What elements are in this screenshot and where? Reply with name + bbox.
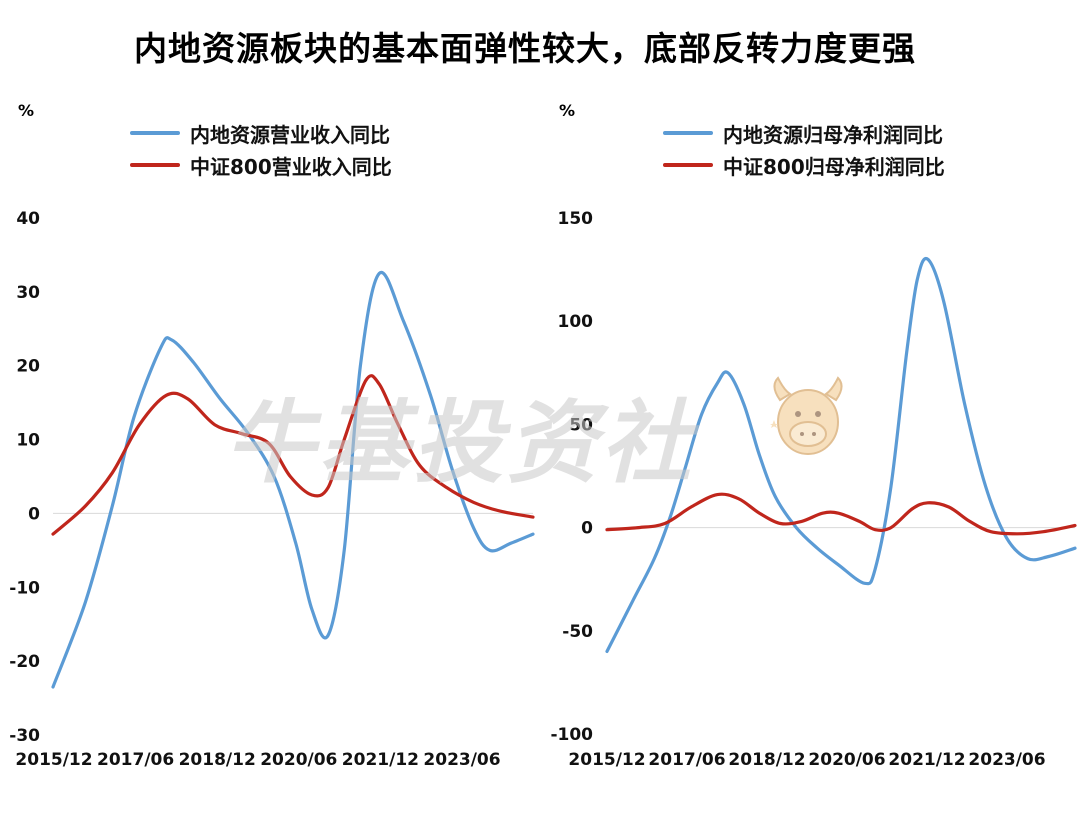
x-tick-label: 2021/12 — [342, 750, 419, 770]
y-unit-label: % — [559, 101, 576, 120]
profit-chart-panel: -100 -50 0 50 100 150 2015/12 2017/06 2018/12 202… — [545, 95, 1080, 795]
y-tick-label: 20 — [16, 357, 40, 377]
legend-label: 内地资源归母净利润同比 — [723, 122, 943, 147]
legend-swatch-red — [130, 163, 180, 167]
revenue-legend: 内地资源营业收入同比 中证800营业收入同比 — [130, 117, 392, 181]
x-tick-label: 2017/06 — [648, 750, 725, 770]
x-tick-label: 2020/06 — [808, 750, 885, 770]
y-unit-label: % — [18, 101, 35, 120]
y-tick-label: -100 — [550, 725, 593, 745]
x-tick-label: 2023/06 — [968, 750, 1045, 770]
y-tick-label: -50 — [562, 622, 593, 642]
x-tick-label: 2023/06 — [423, 750, 500, 770]
series-line-1 — [51, 270, 535, 689]
legend-item-series-1: 内地资源归母净利润同比 — [663, 117, 945, 149]
y-tick-label: 50 — [569, 415, 593, 435]
series-line-1 — [605, 256, 1077, 653]
y-tick-label: 100 — [558, 312, 594, 332]
y-tick-label: -20 — [9, 652, 40, 672]
legend-item-series-2: 中证800营业收入同比 — [130, 149, 392, 181]
profit-legend: 内地资源归母净利润同比 中证800归母净利润同比 — [663, 117, 945, 181]
x-tick-label: 2017/06 — [97, 750, 174, 770]
x-tick-label: 2018/12 — [179, 750, 256, 770]
x-tick-label: 2020/06 — [260, 750, 337, 770]
legend-label: 内地资源营业收入同比 — [190, 122, 390, 147]
y-tick-label: -30 — [9, 726, 40, 746]
legend-label: 中证800营业收入同比 — [190, 154, 392, 179]
legend-label: 中证800归母净利润同比 — [723, 154, 945, 179]
y-tick-label: 40 — [16, 209, 40, 229]
revenue-chart-panel: -30 -20 -10 0 10 20 30 40 2015/12 2017/06 2018/12 2… — [0, 95, 545, 795]
series-line-2 — [51, 374, 535, 536]
legend-swatch-red — [663, 163, 713, 167]
y-tick-label: 30 — [16, 283, 40, 303]
legend-item-series-2: 中证800归母净利润同比 — [663, 149, 945, 181]
legend-swatch-blue — [130, 131, 180, 135]
y-tick-label: 10 — [16, 431, 40, 451]
x-tick-label: 2021/12 — [888, 750, 965, 770]
x-tick-label: 2015/12 — [568, 750, 645, 770]
x-tick-label: 2015/12 — [15, 750, 92, 770]
y-tick-label: 0 — [581, 519, 593, 539]
series-line-2 — [605, 492, 1077, 536]
y-tick-label: -10 — [9, 578, 40, 598]
x-tick-label: 2018/12 — [728, 750, 805, 770]
chart-title: 内地资源板块的基本面弹性较大，底部反转力度更强 — [134, 29, 916, 68]
legend-swatch-blue — [663, 131, 713, 135]
legend-item-series-1: 内地资源营业收入同比 — [130, 117, 392, 149]
y-tick-label: 0 — [28, 504, 40, 524]
y-tick-label: 150 — [558, 209, 594, 229]
